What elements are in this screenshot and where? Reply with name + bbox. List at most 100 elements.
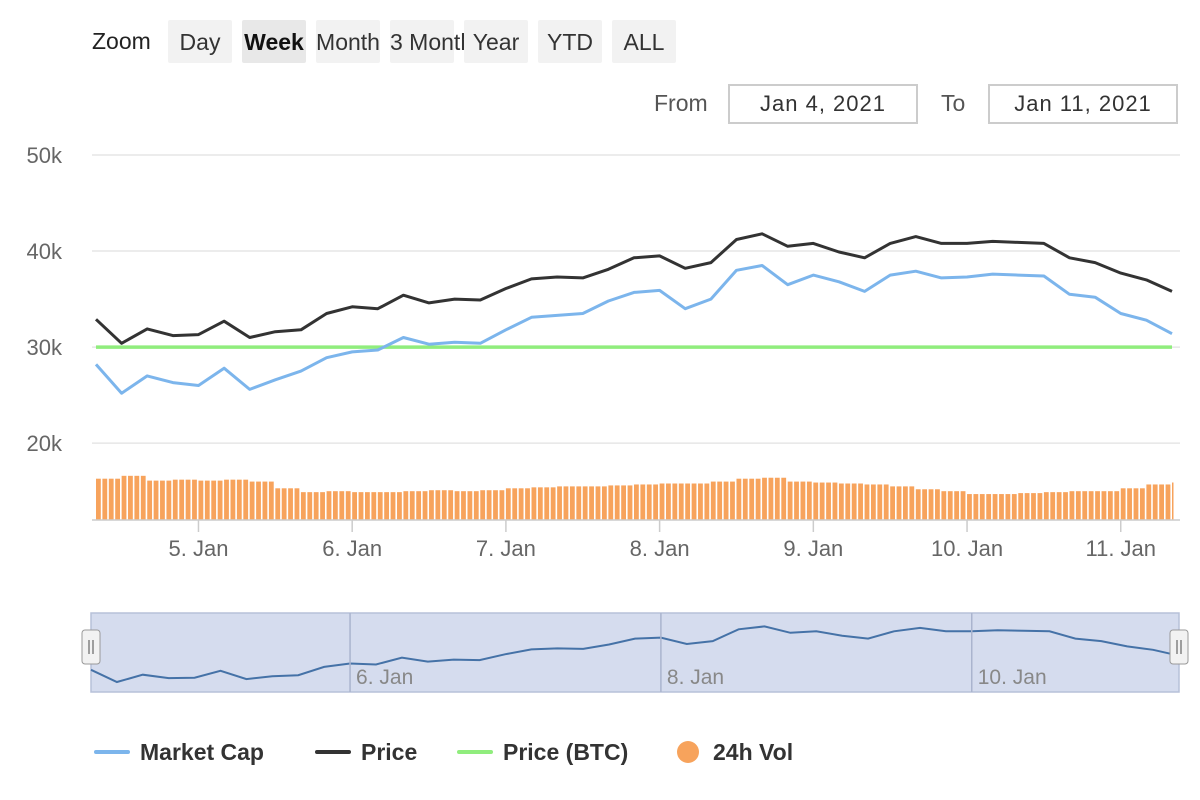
volume-bar <box>115 478 121 520</box>
volume-bar <box>608 485 614 520</box>
volume-bar <box>999 494 1004 520</box>
volume-bar <box>634 484 639 520</box>
volume-bar <box>307 492 313 520</box>
volume-bar <box>1159 484 1164 520</box>
volume-bar <box>1005 494 1011 520</box>
volume-bar <box>102 478 108 520</box>
volume-bar <box>813 482 819 520</box>
navigator-tick-label: 8. Jan <box>667 666 724 689</box>
volume-bar <box>762 477 767 520</box>
grid-lines <box>92 154 1180 444</box>
volume-bar <box>928 489 934 520</box>
zoom-button-month[interactable]: Month <box>316 20 380 63</box>
volume-bar <box>1133 488 1139 520</box>
volume-bar <box>691 483 697 520</box>
volume-bar <box>96 478 101 520</box>
zoom-button-day[interactable]: Day <box>168 20 232 63</box>
legend-item-price[interactable]: Price <box>315 734 417 770</box>
volume-bar <box>646 484 652 520</box>
volume-bar <box>787 481 793 520</box>
navigator-tick-label: 6. Jan <box>356 666 413 689</box>
y-axis: 20k 30k 40k 50k <box>27 143 63 456</box>
volume-bar <box>774 477 780 520</box>
volume-bar <box>922 489 928 520</box>
volume-bar <box>345 491 351 520</box>
volume-bar <box>698 483 703 520</box>
market-cap-line-icon <box>94 750 130 754</box>
volume-bar <box>505 488 511 520</box>
zoom-label: Zoom <box>92 28 151 54</box>
volume-bar <box>128 475 133 520</box>
zoom-button-week[interactable]: Week <box>242 20 306 63</box>
volume-bar <box>480 490 486 520</box>
navigator[interactable]: 6. Jan 8. Jan 10. Jan <box>81 612 1189 693</box>
volume-bar <box>890 486 895 520</box>
x-axis: 5. Jan 6. Jan 7. Jan 8. Jan 9. Jan 10. Jan 11.… <box>92 519 1180 561</box>
legend-item-price-btc[interactable]: Price (BTC) <box>457 734 628 770</box>
volume-bar <box>877 484 883 520</box>
volume-bar <box>409 491 415 520</box>
zoom-button-year[interactable]: Year <box>464 20 528 63</box>
volume-bar <box>614 485 620 520</box>
navigator-series <box>90 625 1180 684</box>
volume-bar <box>851 483 857 520</box>
volume-bar <box>332 491 338 520</box>
volume-bar <box>224 479 229 520</box>
navigator-handle-right[interactable] <box>1169 629 1189 665</box>
navigator-tick-label: 10. Jan <box>978 666 1047 689</box>
volume-bar <box>473 491 479 520</box>
volume-bar <box>384 492 390 520</box>
volume-bar <box>358 492 364 520</box>
volume-bar <box>288 488 293 520</box>
zoom-button-all[interactable]: ALL <box>612 20 676 63</box>
market-cap-line <box>94 264 1173 395</box>
volume-bar <box>1127 488 1132 520</box>
volume-bar <box>435 490 441 520</box>
from-date-input[interactable] <box>728 84 918 124</box>
volume-bar <box>992 494 998 520</box>
volume-bar <box>166 480 172 520</box>
volume-bar <box>576 486 582 520</box>
volume-bar <box>211 480 217 520</box>
volume-bar <box>467 491 473 520</box>
volume-bar <box>339 491 345 520</box>
volume-bar <box>710 481 716 520</box>
volume-bar <box>294 488 300 520</box>
volume-bar <box>755 478 761 520</box>
volume-bar <box>371 492 377 520</box>
volume-bar <box>160 480 165 520</box>
volume-bar <box>403 491 409 520</box>
volume-bar <box>883 484 889 520</box>
handle-grip-icon <box>81 629 101 665</box>
volume-bar <box>217 480 223 520</box>
zoom-button-ytd[interactable]: YTD <box>538 20 602 63</box>
volume-bar <box>935 489 940 520</box>
volume-bar <box>941 491 947 520</box>
navigator-handle-left[interactable] <box>81 629 101 665</box>
volume-bar <box>653 484 659 520</box>
volume-bar <box>1056 492 1062 520</box>
volume-bar <box>1172 482 1174 520</box>
volume-bar <box>819 482 825 520</box>
volume-bar <box>461 491 466 520</box>
volume-bar <box>870 484 876 520</box>
legend-item-24h-vol[interactable]: 24h Vol <box>677 734 793 770</box>
line-series <box>94 232 1173 395</box>
volume-bar <box>666 483 671 520</box>
volume-bar <box>1063 492 1068 520</box>
volume-bar <box>845 483 851 520</box>
volume-bar <box>390 492 396 520</box>
volume-bar <box>365 492 370 520</box>
volume-bar <box>1165 484 1171 520</box>
volume-bar <box>967 494 972 520</box>
volume-bar <box>1050 492 1056 520</box>
volume-bar <box>256 481 261 520</box>
from-label: From <box>654 90 708 116</box>
to-date-input[interactable] <box>988 84 1178 124</box>
volume-bar <box>595 486 601 520</box>
volume-bar <box>704 483 710 520</box>
legend-item-market-cap[interactable]: Market Cap <box>94 734 264 770</box>
y-tick-label: 40k <box>27 239 63 264</box>
navigator-mask[interactable] <box>90 612 1180 693</box>
volume-bar <box>742 478 748 520</box>
